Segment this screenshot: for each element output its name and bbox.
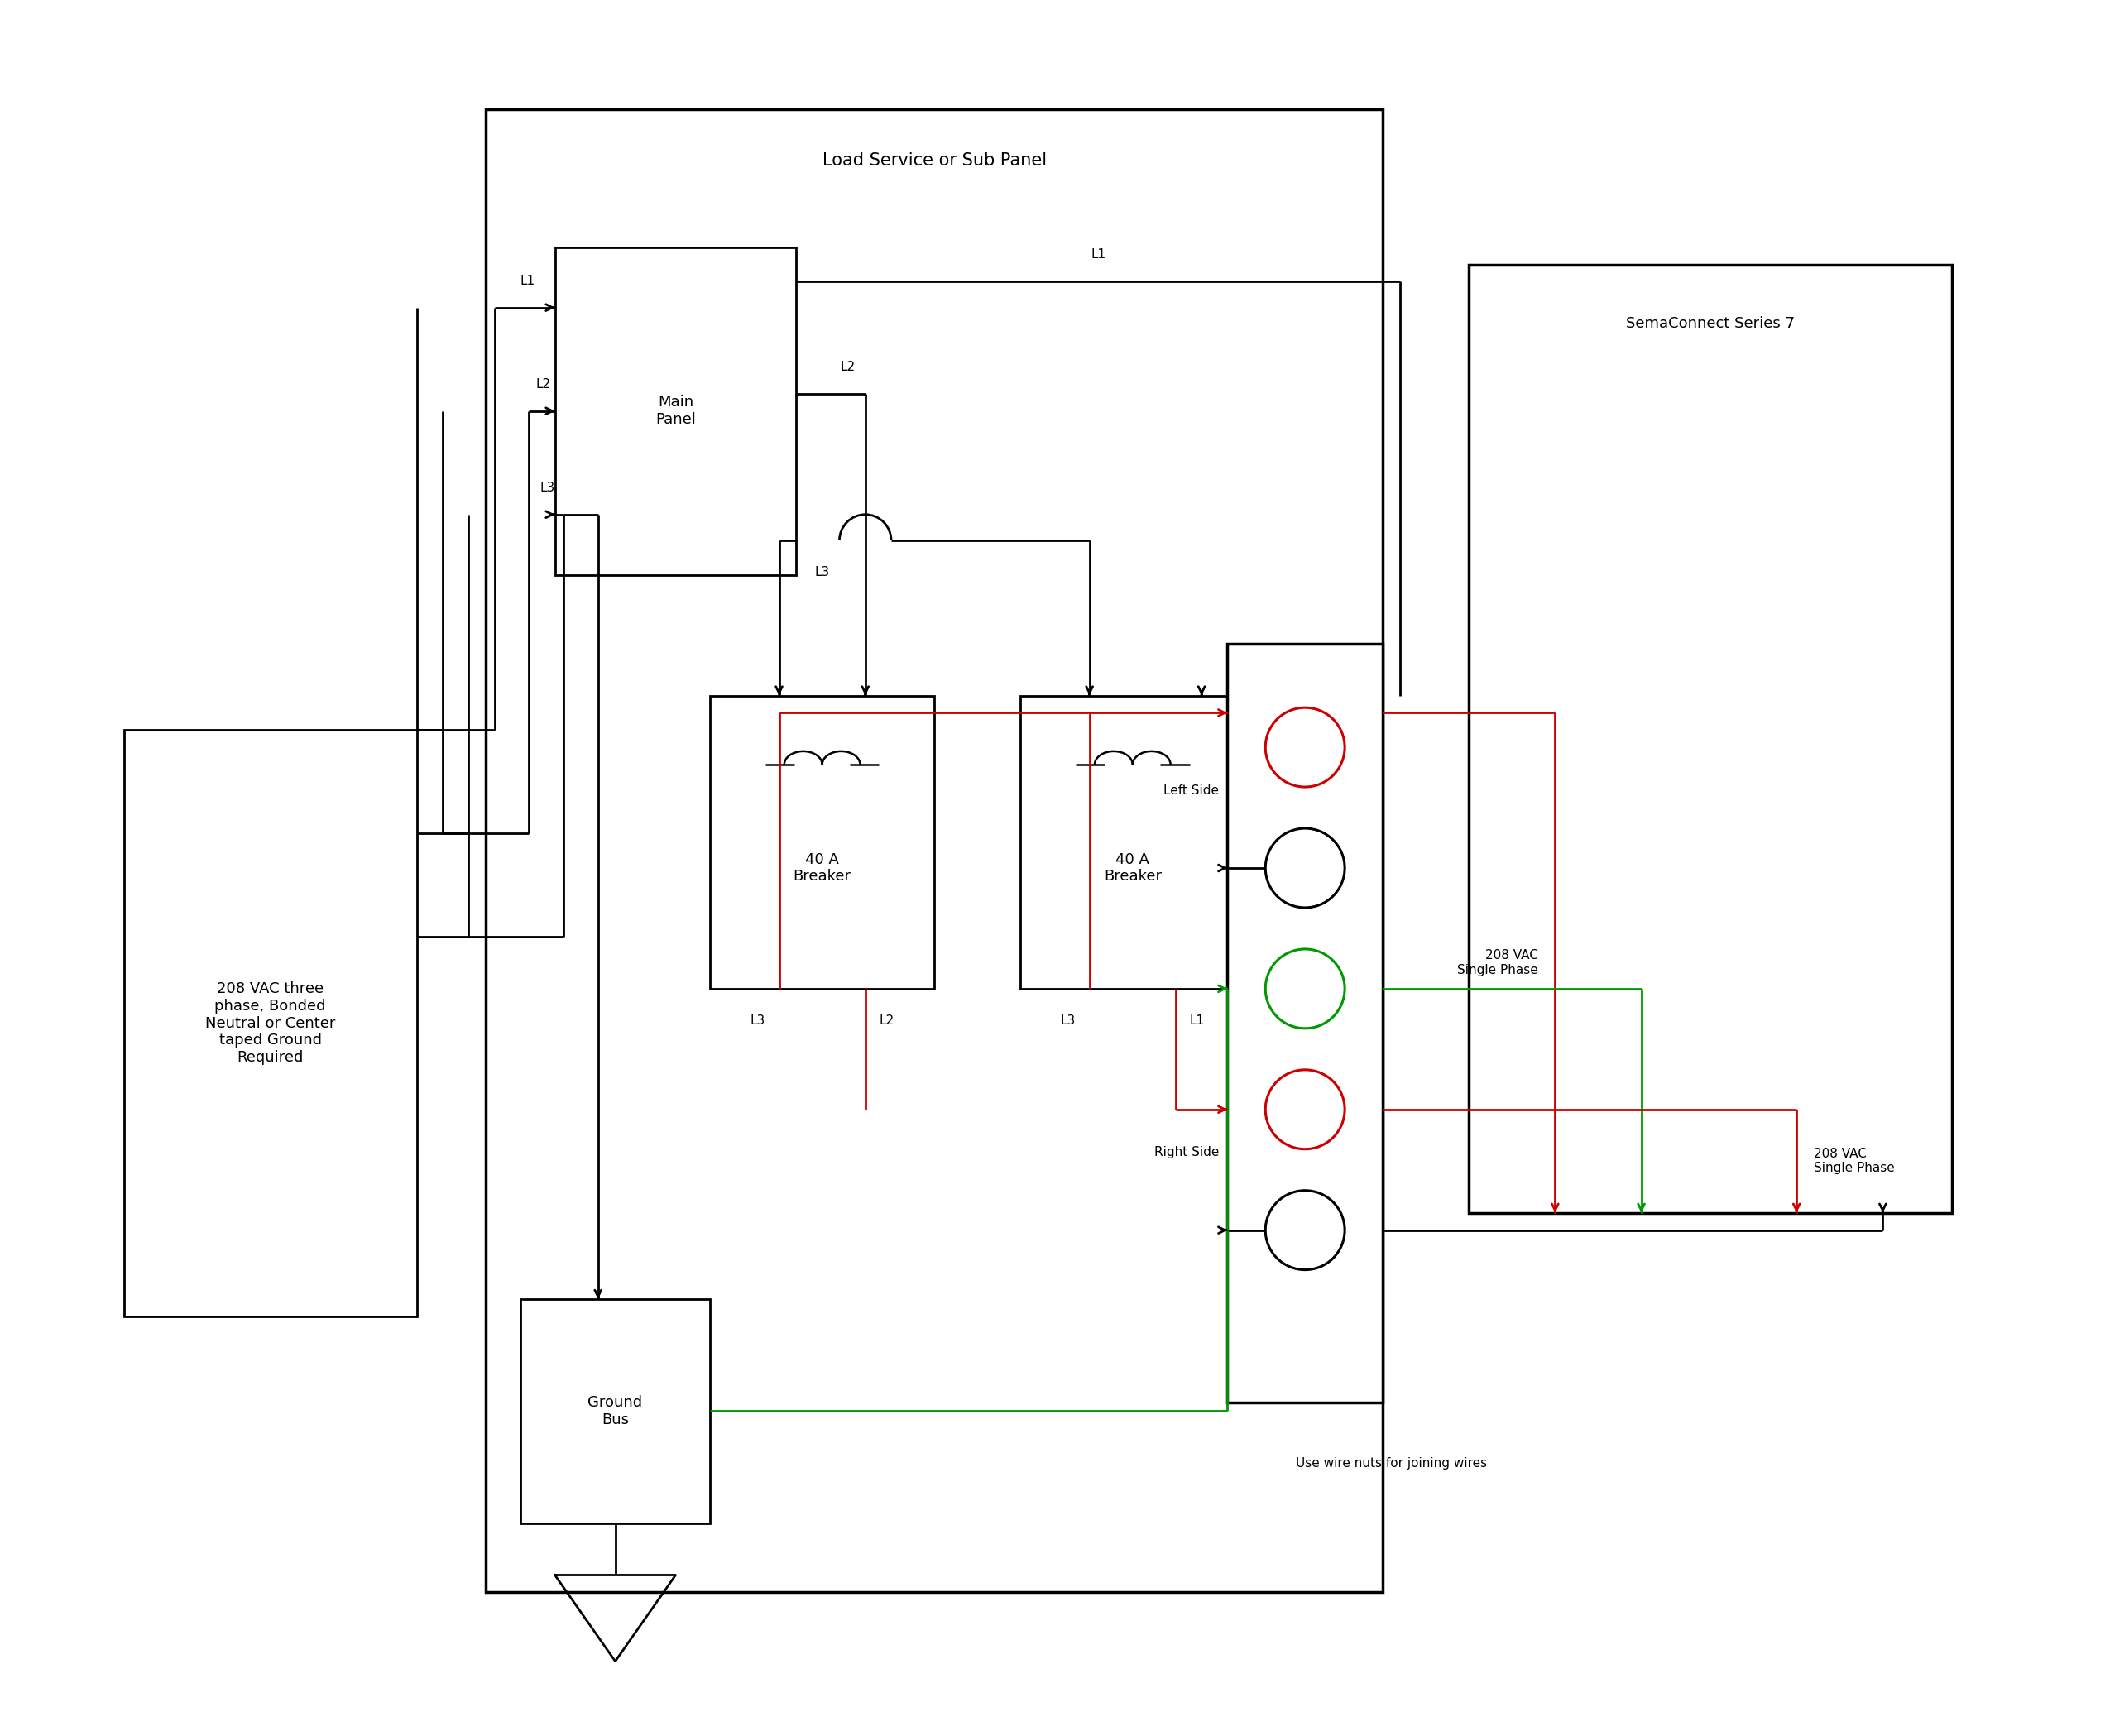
Bar [485, 109, 1382, 1592]
Text: Use wire nuts for joining wires: Use wire nuts for joining wires [1296, 1457, 1488, 1469]
Text: L1: L1 [1091, 248, 1106, 260]
Text: Load Service or Sub Panel: Load Service or Sub Panel [823, 153, 1047, 168]
Text: Ground
Bus: Ground Bus [589, 1396, 644, 1427]
Text: L3: L3 [751, 1014, 766, 1028]
Text: Main
Panel: Main Panel [656, 396, 696, 427]
Circle shape [1266, 1191, 1344, 1269]
Text: SemaConnect Series 7: SemaConnect Series 7 [1627, 316, 1796, 332]
Text: L2: L2 [880, 1014, 895, 1028]
Bar [124, 731, 418, 1316]
Text: L1: L1 [521, 274, 536, 286]
Bar [521, 1299, 711, 1522]
Text: L3: L3 [1061, 1014, 1076, 1028]
Text: Left Side: Left Side [1163, 785, 1220, 797]
Text: 40 A
Breaker: 40 A Breaker [793, 852, 850, 884]
Bar [1469, 264, 1952, 1213]
Circle shape [1266, 708, 1344, 786]
Bar [1228, 644, 1382, 1403]
Text: Right Side: Right Side [1154, 1146, 1220, 1158]
Circle shape [1266, 828, 1344, 908]
Bar [711, 696, 935, 990]
Text: 40 A
Breaker: 40 A Breaker [1104, 852, 1163, 884]
Text: L3: L3 [814, 566, 829, 578]
Text: L2: L2 [536, 378, 551, 391]
Text: L1: L1 [1190, 1014, 1205, 1028]
Bar [555, 247, 795, 575]
Text: 208 VAC
Single Phase: 208 VAC Single Phase [1815, 1147, 1895, 1175]
Bar [1021, 696, 1245, 990]
Circle shape [1266, 950, 1344, 1028]
Text: 208 VAC
Single Phase: 208 VAC Single Phase [1458, 950, 1538, 976]
Text: L2: L2 [840, 361, 855, 373]
Circle shape [1266, 1069, 1344, 1149]
Text: L3: L3 [540, 481, 555, 493]
Text: 208 VAC three
phase, Bonded
Neutral or Center
taped Ground
Required: 208 VAC three phase, Bonded Neutral or C… [205, 981, 335, 1066]
